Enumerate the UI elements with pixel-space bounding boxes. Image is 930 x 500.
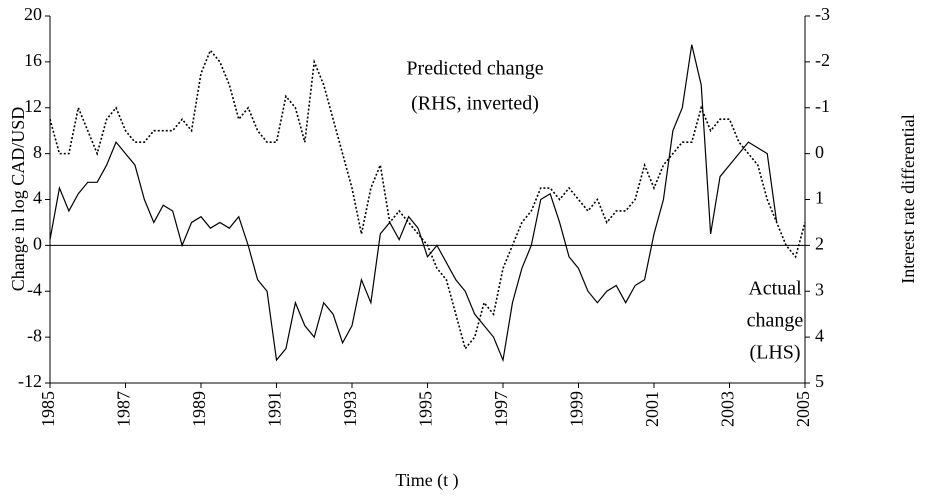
x-tick-label: 1991 [265,391,285,427]
y-tick-label: -8 [27,325,42,345]
x-tick-label: 2001 [642,391,662,427]
x-tick-label: 2005 [793,391,813,427]
annotation: Actual [748,278,802,300]
y-tick-label: 20 [24,4,42,24]
y-tick-label: -4 [27,279,42,299]
x-axis-label: Time (t ) [395,470,458,491]
x-tick-label: 1995 [416,391,436,427]
y-tick-label: 4 [33,188,42,208]
x-tick-label: 1989 [189,391,209,427]
y2-tick-label: 2 [815,234,824,254]
y-axis-label: Change in log CAD/USD [8,107,28,292]
annotation: (LHS) [749,342,800,364]
y2-tick-label: 4 [815,325,824,345]
x-tick-label: 1999 [567,391,587,427]
x-tick-label: 1997 [491,391,511,427]
x-tick-label: 1987 [114,391,134,427]
series-line [49,48,806,351]
y-tick-label: 0 [33,234,42,254]
y2-tick-label: -3 [815,4,830,24]
y2-axis-label: Interest rate differential [898,114,918,284]
series-line [49,44,778,363]
y-tick-label: 12 [24,96,42,116]
y2-tick-label: 3 [815,279,824,299]
y-tick-label: 8 [33,142,42,162]
x-tick-label: 1993 [340,391,360,427]
y-tick-label: -12 [18,371,42,391]
y2-tick-label: -2 [815,50,830,70]
y2-tick-label: 0 [815,142,824,162]
y2-tick-label: 5 [815,371,824,391]
y-tick-label: 16 [24,50,42,70]
x-tick-label: 2003 [718,391,738,427]
annotation: Predicted change [406,58,543,80]
annotation: (RHS, inverted) [411,93,539,115]
annotation: change [747,310,804,332]
y2-tick-label: 1 [815,188,824,208]
x-tick-label: 1985 [38,391,58,427]
y2-tick-label: -1 [815,96,830,116]
